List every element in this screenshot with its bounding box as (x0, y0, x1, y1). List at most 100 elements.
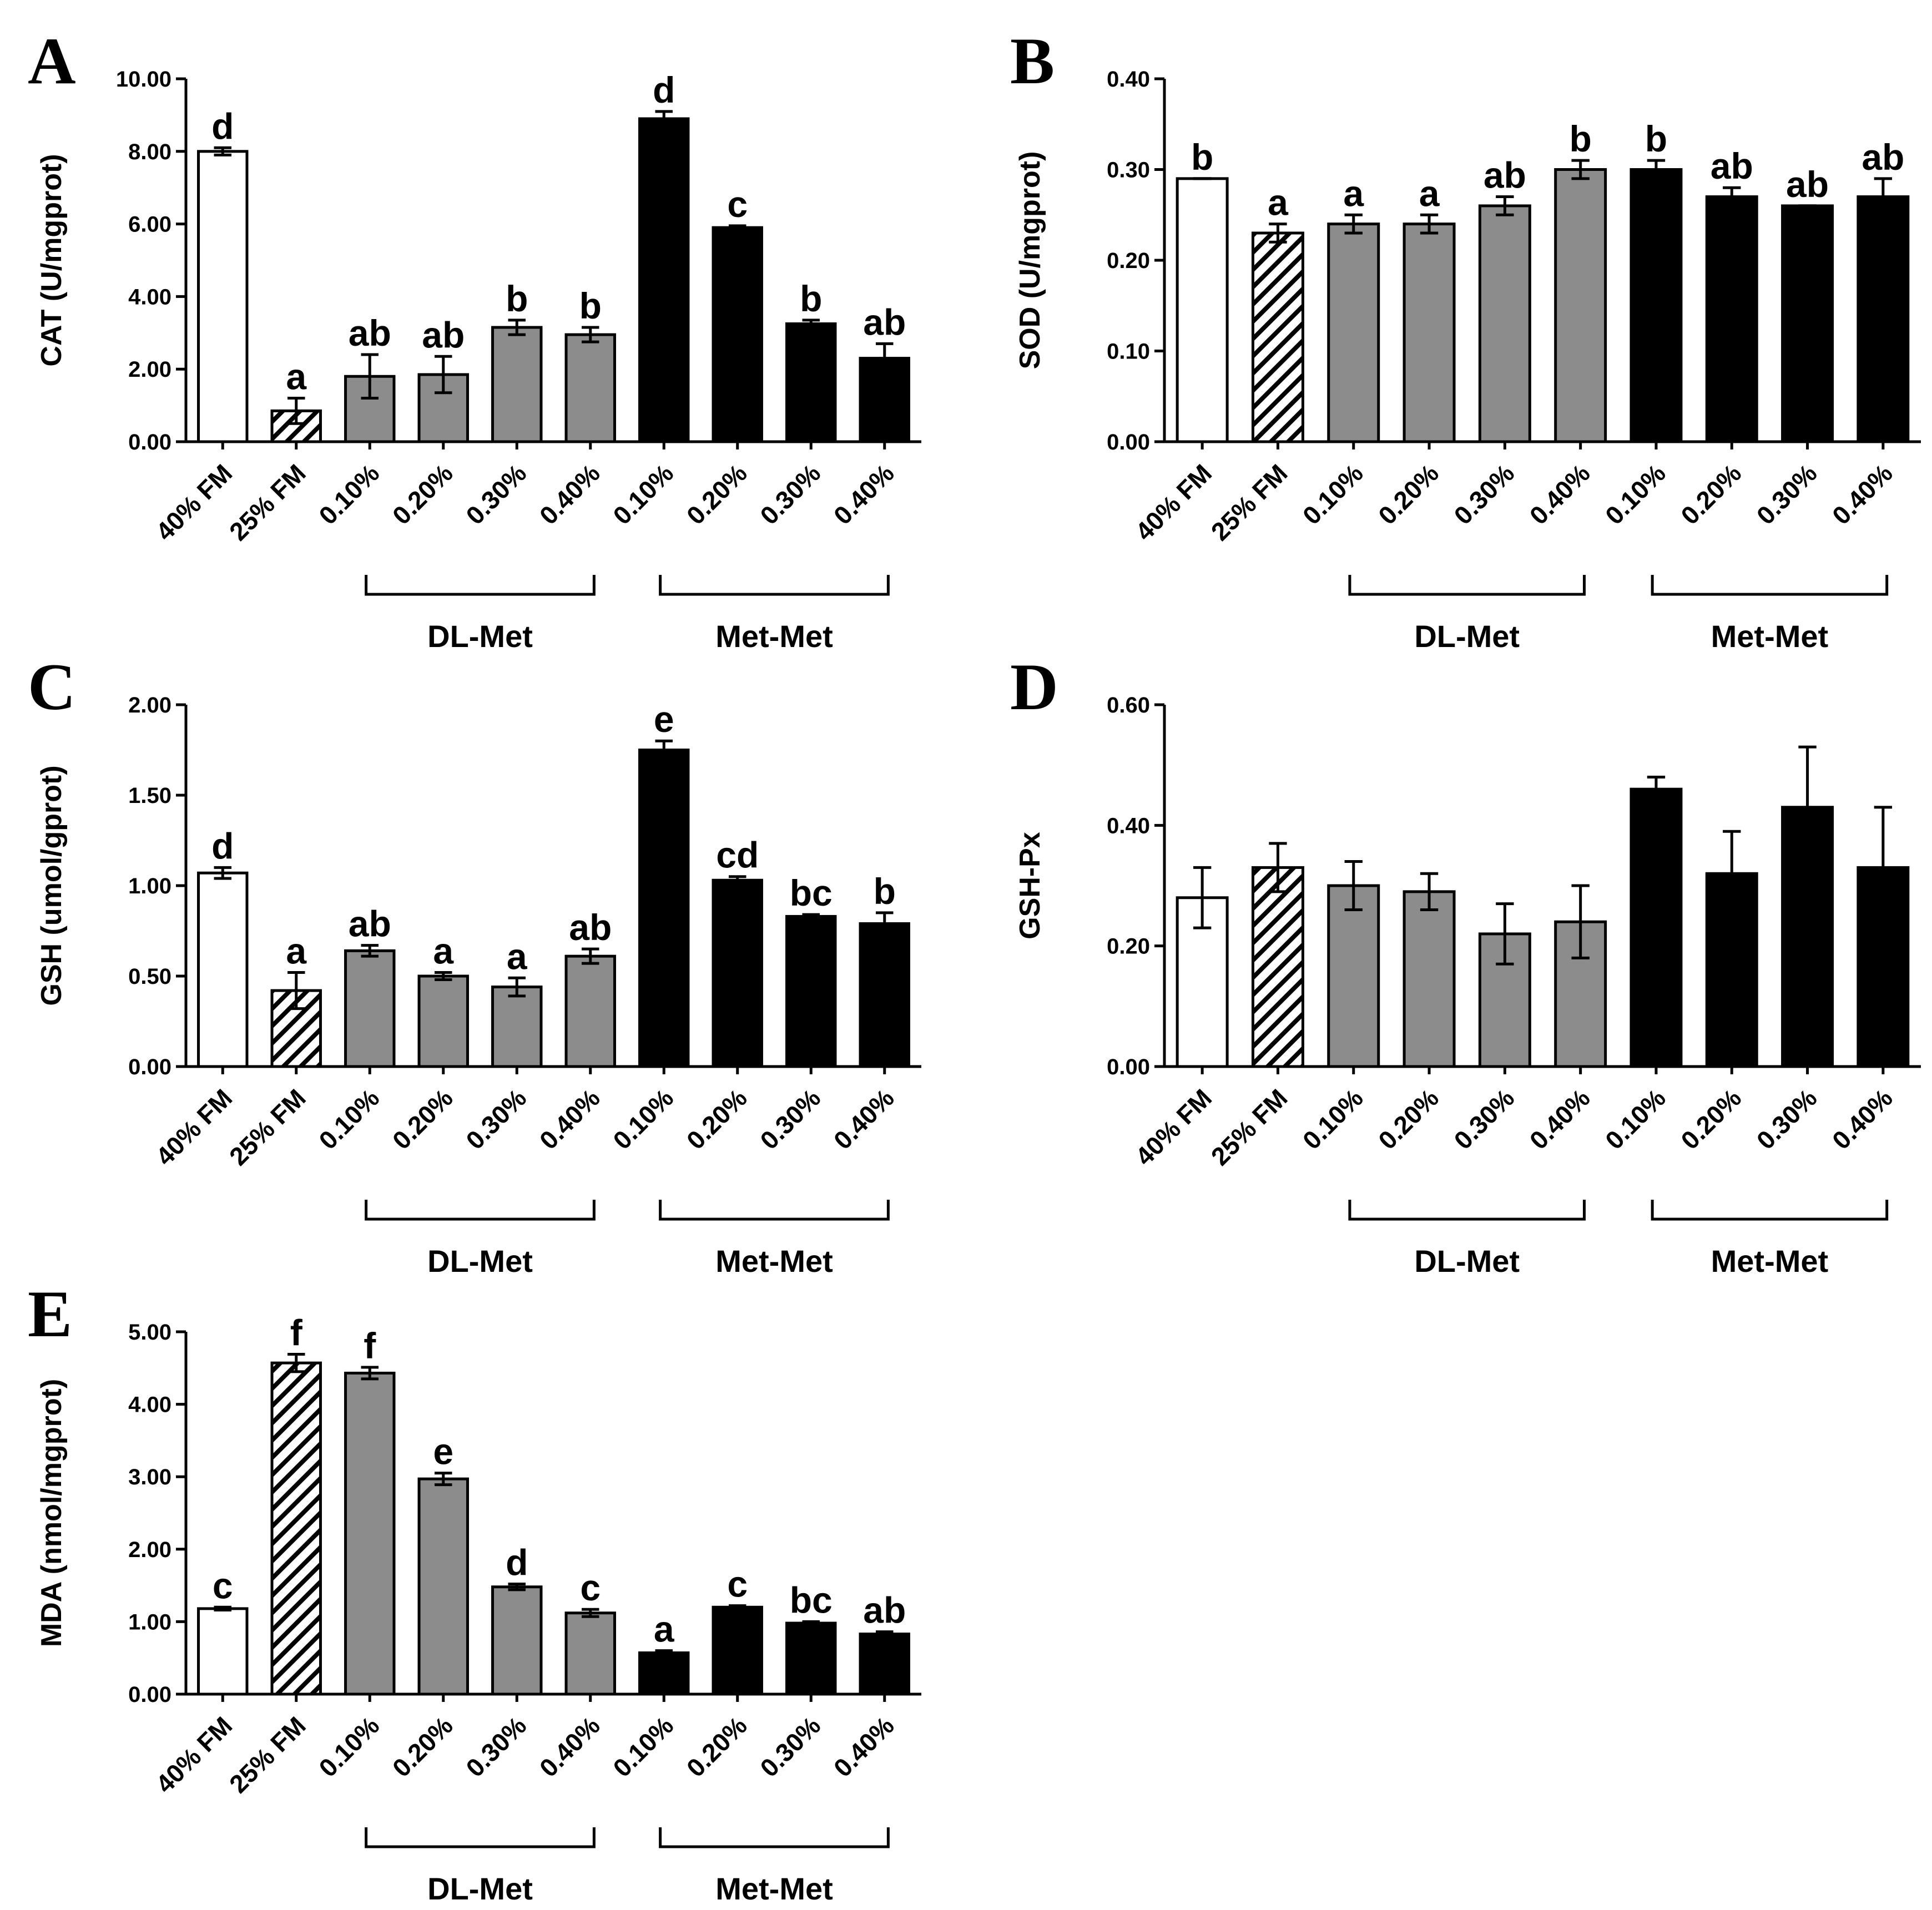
group-bracket (1651, 1200, 1889, 1221)
x-category-label: 0.20% (1373, 458, 1444, 530)
bar (1554, 168, 1607, 443)
x-category-label: 0.30% (754, 458, 826, 530)
significance-letter: d (653, 69, 675, 110)
y-tick-label: 0.50 (128, 964, 171, 989)
x-category-label: 0.10% (1297, 1083, 1369, 1155)
bar (197, 1607, 249, 1696)
x-category-label: 0.40% (534, 1711, 606, 1782)
y-tick-label: 0.00 (1107, 1055, 1150, 1079)
bar (638, 749, 690, 1068)
y-tick-label: 2.00 (128, 357, 171, 382)
x-category-label: 0.10% (313, 1083, 385, 1155)
bar (638, 1651, 690, 1696)
y-tick-label: 0.30 (1107, 158, 1150, 183)
x-category-label: 0.10% (607, 458, 679, 530)
x-category-label: 0.40% (1827, 458, 1898, 530)
y-axis-label: GSH (umol/gprot) (36, 765, 68, 1005)
significance-letter: ab (863, 1590, 906, 1631)
y-tick-label: 0.60 (1107, 693, 1150, 717)
x-category-label: 40% FM (150, 1083, 238, 1171)
group-bracket (659, 1200, 890, 1221)
x-category-label: 0.30% (1751, 458, 1823, 530)
x-category-label: 40% FM (150, 1711, 238, 1798)
significance-letter: b (1569, 118, 1591, 159)
group-label: Met-Met (715, 1871, 833, 1906)
x-category-label: 25% FM (1205, 1083, 1293, 1171)
x-category-label: 0.30% (754, 1711, 826, 1782)
x-category-label: 0.20% (387, 458, 458, 530)
bar (564, 333, 616, 443)
group-label: DL-Met (1414, 619, 1520, 654)
significance-letter: d (211, 105, 234, 146)
group-bracket (1348, 575, 1586, 596)
panel-letter: D (1010, 650, 1058, 724)
x-category-label: 0.30% (460, 1083, 532, 1155)
bar (859, 922, 910, 1068)
panel-letter: A (28, 24, 76, 98)
x-category-label: 0.20% (1675, 1083, 1747, 1155)
significance-letter: ab (1862, 137, 1904, 178)
x-category-label: 0.20% (681, 458, 753, 530)
bar (491, 986, 543, 1068)
significance-letter: ab (1786, 164, 1829, 205)
bar (491, 326, 543, 443)
y-tick-label: 2.00 (128, 693, 171, 717)
y-tick-label: 0.10 (1107, 340, 1150, 364)
y-tick-label: 4.00 (128, 1393, 171, 1417)
group-label: DL-Met (427, 1871, 533, 1906)
y-tick-label: 0.40 (1107, 67, 1150, 92)
bar (785, 1621, 837, 1696)
x-category-label: 0.10% (313, 1711, 385, 1782)
significance-letter: ab (349, 312, 391, 353)
y-tick-label: 0.20 (1107, 249, 1150, 273)
significance-letter: cd (716, 835, 759, 876)
x-category-label: 0.30% (1448, 458, 1520, 530)
significance-letter: a (286, 356, 307, 397)
y-tick-label: 5.00 (128, 1320, 171, 1345)
y-tick-label: 0.00 (1107, 430, 1150, 454)
bar (491, 1585, 543, 1696)
bar (344, 949, 396, 1068)
bar (1251, 866, 1304, 1068)
significance-letter: a (507, 936, 528, 977)
bar (344, 1371, 396, 1696)
y-tick-label: 1.50 (128, 784, 171, 808)
group-bracket (659, 1827, 890, 1848)
bar (785, 322, 837, 443)
x-category-label: 0.10% (607, 1711, 679, 1782)
significance-letter: a (1268, 182, 1289, 223)
bar (417, 974, 469, 1068)
significance-letter: ab (422, 314, 465, 355)
x-category-label: 0.30% (460, 458, 532, 530)
bar (1403, 890, 1456, 1068)
significance-letter: ab (569, 907, 612, 948)
bar (712, 1605, 763, 1696)
x-category-label: 0.10% (607, 1083, 679, 1155)
x-category-label: 0.40% (828, 1711, 900, 1782)
x-category-label: 0.40% (534, 1083, 606, 1155)
panel-letter: B (1010, 24, 1055, 98)
bar (197, 871, 249, 1068)
x-category-label: 0.40% (534, 458, 606, 530)
x-category-label: 25% FM (224, 458, 311, 546)
y-tick-label: 2.00 (128, 1538, 171, 1562)
x-category-label: 0.20% (681, 1711, 753, 1782)
y-tick-label: 0.00 (128, 430, 171, 454)
x-category-label: 25% FM (224, 1711, 311, 1798)
x-category-label: 25% FM (1205, 458, 1293, 546)
group-bracket (365, 1200, 596, 1221)
group-label: DL-Met (427, 619, 533, 654)
significance-letter: a (286, 930, 307, 971)
x-category-label: 25% FM (224, 1083, 311, 1171)
significance-letter: e (654, 699, 674, 740)
significance-letter: bc (790, 1579, 833, 1620)
x-category-label: 0.20% (387, 1711, 458, 1782)
group-label: Met-Met (1711, 619, 1829, 654)
y-tick-label: 0.00 (128, 1682, 171, 1707)
group-bracket (659, 575, 890, 596)
bar (564, 954, 616, 1068)
x-category-label: 0.30% (1448, 1083, 1520, 1155)
